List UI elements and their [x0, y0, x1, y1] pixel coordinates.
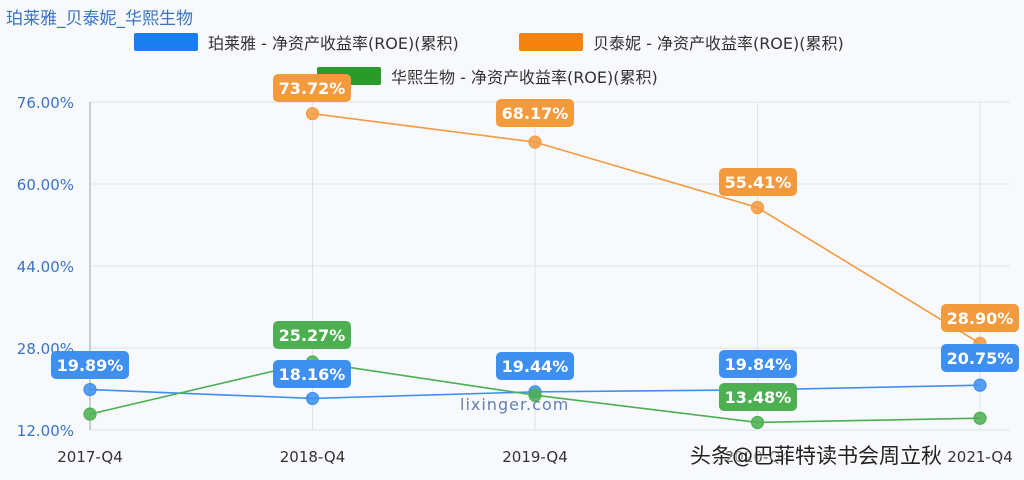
data-point[interactable] — [528, 135, 542, 149]
data-label: 25.27% — [273, 321, 351, 349]
data-point[interactable] — [528, 388, 542, 402]
svg-text:13.48%: 13.48% — [725, 388, 792, 407]
svg-text:55.41%: 55.41% — [725, 173, 792, 192]
x-tick-label: 2021-Q4 — [947, 448, 1013, 466]
data-label: 55.41% — [719, 168, 797, 196]
x-tick-label: 2017-Q4 — [57, 448, 123, 466]
data-label: 68.17% — [496, 99, 574, 127]
series-line — [312, 112, 981, 345]
svg-text:19.84%: 19.84% — [725, 355, 792, 374]
data-point[interactable] — [750, 415, 765, 430]
y-tick-label: 76.00% — [17, 94, 74, 112]
data-point[interactable] — [973, 411, 987, 425]
data-point[interactable] — [83, 407, 97, 421]
svg-text:25.27%: 25.27% — [279, 326, 346, 345]
legend-swatch-orange — [519, 33, 583, 51]
data-label: 73.72% — [273, 74, 351, 102]
svg-text:19.44%: 19.44% — [502, 357, 569, 376]
data-point[interactable] — [83, 382, 97, 397]
data-label: 20.75% — [941, 344, 1019, 372]
svg-text:28.90%: 28.90% — [947, 309, 1014, 328]
legend-swatch-blue — [134, 33, 198, 51]
svg-text:19.89%: 19.89% — [57, 356, 124, 375]
data-label: 13.48% — [719, 383, 797, 411]
y-tick-label: 12.00% — [17, 422, 74, 440]
data-point[interactable] — [750, 200, 765, 215]
watermark: lixinger.com — [460, 395, 570, 414]
legend-item-proya[interactable]: 珀莱雅 - 净资产收益率(ROE)(累积) — [134, 30, 459, 54]
svg-text:20.75%: 20.75% — [947, 349, 1014, 368]
data-label: 18.16% — [273, 360, 351, 388]
data-label: 19.84% — [719, 350, 797, 378]
legend-label: 贝泰妮 - 净资产收益率(ROE)(累积) — [593, 34, 844, 53]
legend-label: 华熙生物 - 净资产收益率(ROE)(累积) — [391, 68, 658, 87]
data-label: 19.44% — [496, 352, 574, 380]
svg-text:18.16%: 18.16% — [279, 365, 346, 384]
legend-label: 珀莱雅 - 净资产收益率(ROE)(累积) — [208, 34, 459, 53]
y-tick-label: 60.00% — [17, 176, 74, 194]
data-label: 28.90% — [941, 304, 1019, 332]
data-point[interactable] — [973, 378, 987, 392]
data-label: 19.89% — [51, 351, 129, 379]
data-point[interactable] — [305, 107, 320, 121]
x-tick-label: 2019-Q4 — [502, 448, 568, 466]
x-tick-label: 2020-Q4 — [725, 448, 791, 466]
x-tick-label: 2018-Q4 — [280, 448, 346, 466]
chart-title: 珀莱雅_贝泰妮_华熙生物 — [6, 9, 193, 29]
legend-item-botanee[interactable]: 贝泰妮 - 净资产收益率(ROE)(累积) — [519, 30, 844, 54]
credit-overlay: 头条@巴菲特读书会周立秋 — [690, 444, 942, 468]
data-point[interactable] — [305, 391, 320, 406]
svg-text:73.72%: 73.72% — [279, 79, 346, 98]
svg-text:68.17%: 68.17% — [502, 104, 569, 123]
y-tick-label: 44.00% — [17, 258, 74, 276]
